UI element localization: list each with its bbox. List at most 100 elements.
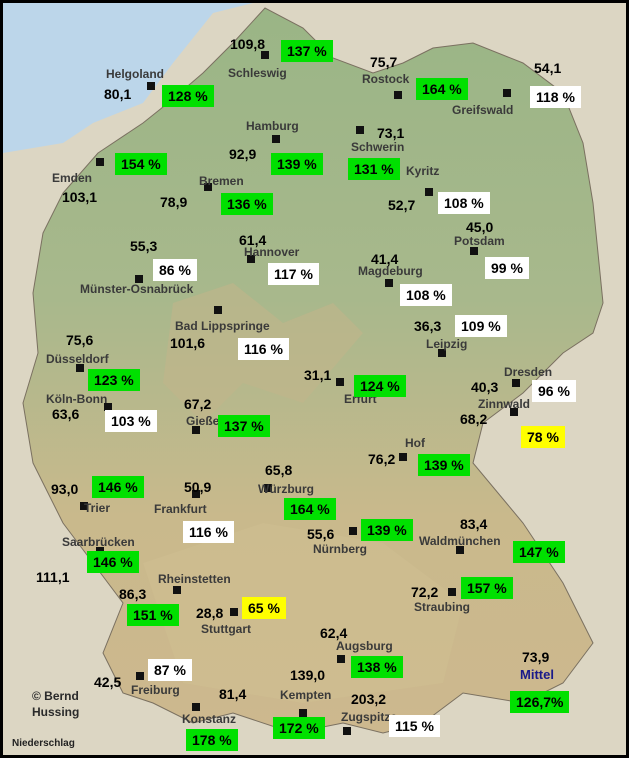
station-value-munster-osnabruck: 55,3 [130,238,158,254]
station-percent-erfurt: 124 % [354,375,406,397]
station-name-hamburg: Hamburg [246,119,299,133]
station-percent-konstanz: 178 % [186,729,238,751]
station-value-greifswald: 54,1 [534,60,562,76]
station-name-leipzig: Leipzig [426,337,468,351]
station-percent-rostock: 164 % [416,78,468,100]
station-value-trier: 93,0 [51,481,79,497]
station-name-hof: Hof [405,436,425,450]
station-marker-waldmunchen [456,546,464,554]
station-marker-koln-bonn [104,403,112,411]
station-name-konstanz: Konstanz [182,712,236,726]
station-name-dresden: Dresden [504,365,553,379]
station-name-stuttgart: Stuttgart [201,622,251,636]
footer-label: Niederschlag [12,738,75,749]
station-name-frankfurt: Frankfurt [154,502,207,516]
station-name-schleswig: Schleswig [228,66,287,80]
station-name-zinnwald: Zinnwald [478,397,530,411]
station-percent-potsdam: 99 % [485,257,529,279]
station-marker-bremen [204,183,212,191]
station-value-gie-en: 67,2 [184,396,212,412]
station-value-kyritz: 52,7 [388,197,416,213]
station-marker-frankfurt [192,490,200,498]
station-percent-schleswig: 137 % [281,40,333,62]
station-marker-dresden [512,379,520,387]
station-value-konstanz: 81,4 [219,686,247,702]
station-percent-augsburg: 138 % [351,656,403,678]
station-marker-zugspitze [343,727,351,735]
station-value-bad-lippspringe: 101,6 [170,335,206,351]
station-name-helgoland: Helgoland [106,67,165,81]
station-percent-greifswald: 118 % [530,86,581,108]
station-marker-rheinstetten [173,586,181,594]
station-name-straubing: Straubing [414,600,470,614]
station-value-zugspitze: 203,2 [351,691,387,707]
station-value-waldmunchen: 83,4 [460,516,488,532]
station-name-munster-osnabruck: Münster-Osnabrück [80,282,194,296]
station-name-rheinstetten: Rheinstetten [158,572,231,586]
station-name-magdeburg: Magdeburg [358,264,423,278]
station-name-potsdam: Potsdam [454,234,505,248]
station-name-emden: Emden [52,171,93,185]
station-percent-koln-bonn: 103 % [105,410,157,432]
station-marker-hof [399,453,407,461]
station-percent-zugspitze: 115 % [389,715,440,737]
station-marker-leipzig [438,349,446,357]
station-value-saarbrucken: 111,1 [36,569,70,585]
station-name-bad-lippspringe: Bad Lippspringe [175,319,270,333]
station-name-saarbrucken: Saarbrücken [62,535,135,549]
station-percent-bad-lippspringe: 116 % [238,338,289,360]
station-value-hamburg: 92,9 [229,146,257,162]
station-marker-straubing [448,588,456,596]
station-value-koln-bonn: 63,6 [52,406,80,422]
mittel-value: 73,9 [522,649,550,665]
station-value-frankfurt: 50,9 [184,479,212,495]
station-percent-munster-osnabruck: 86 % [153,259,197,281]
station-name-freiburg: Freiburg [131,683,180,697]
credit-line-1: © Bernd [32,689,79,703]
station-marker-bad-lippspringe [214,306,222,314]
station-percent-emden: 154 % [115,153,167,175]
station-percent-stuttgart: 65 % [242,597,286,619]
station-marker-greifswald [503,89,511,97]
station-percent-hof: 139 % [418,454,470,476]
station-name-wurzburg: Würzburg [258,482,314,496]
station-marker-munster-osnabruck [135,275,143,283]
station-marker-freiburg [136,672,144,680]
station-percent-hannover: 117 % [268,263,319,285]
station-name-trier: Trier [84,501,111,515]
station-percent-straubing: 157 % [461,577,513,599]
station-percent-frankfurt: 116 % [183,521,234,543]
station-percent-schwerin: 131 % [348,158,400,180]
station-value-helgoland: 80,1 [104,86,132,102]
station-marker-dusseldorf [76,364,84,372]
station-value-erfurt: 31,1 [304,367,332,383]
station-value-rheinstetten: 86,3 [119,586,147,602]
station-percent-wurzburg: 164 % [284,498,336,520]
station-name-bremen: Bremen [199,174,244,188]
station-marker-emden [96,158,104,166]
station-value-dresden: 40,3 [471,379,499,395]
station-marker-kempten [299,709,307,717]
station-value-hannover: 61,4 [239,232,267,248]
station-percent-gie-en: 137 % [218,415,270,437]
station-marker-rostock [394,91,402,99]
station-value-rostock: 75,7 [370,54,398,70]
station-value-kempten: 139,0 [290,667,326,683]
station-name-kempten: Kempten [280,688,332,702]
station-value-leipzig: 36,3 [414,318,442,334]
station-percent-kempten: 172 % [273,717,325,739]
station-name-rostock: Rostock [362,72,410,86]
station-value-potsdam: 45,0 [466,219,494,235]
station-value-nurnberg: 55,6 [307,526,335,542]
station-name-kyritz: Kyritz [406,164,440,178]
station-value-schwerin: 73,1 [377,125,405,141]
station-marker-konstanz [192,703,200,711]
station-percent-kyritz: 108 % [438,192,490,214]
station-percent-leipzig: 109 % [455,315,507,337]
station-marker-nurnberg [349,527,357,535]
station-name-dusseldorf: Düsseldorf [46,352,109,366]
station-name-koln-bonn: Köln-Bonn [46,392,108,406]
station-value-schleswig: 109,8 [230,36,266,52]
station-value-dusseldorf: 75,6 [66,332,94,348]
